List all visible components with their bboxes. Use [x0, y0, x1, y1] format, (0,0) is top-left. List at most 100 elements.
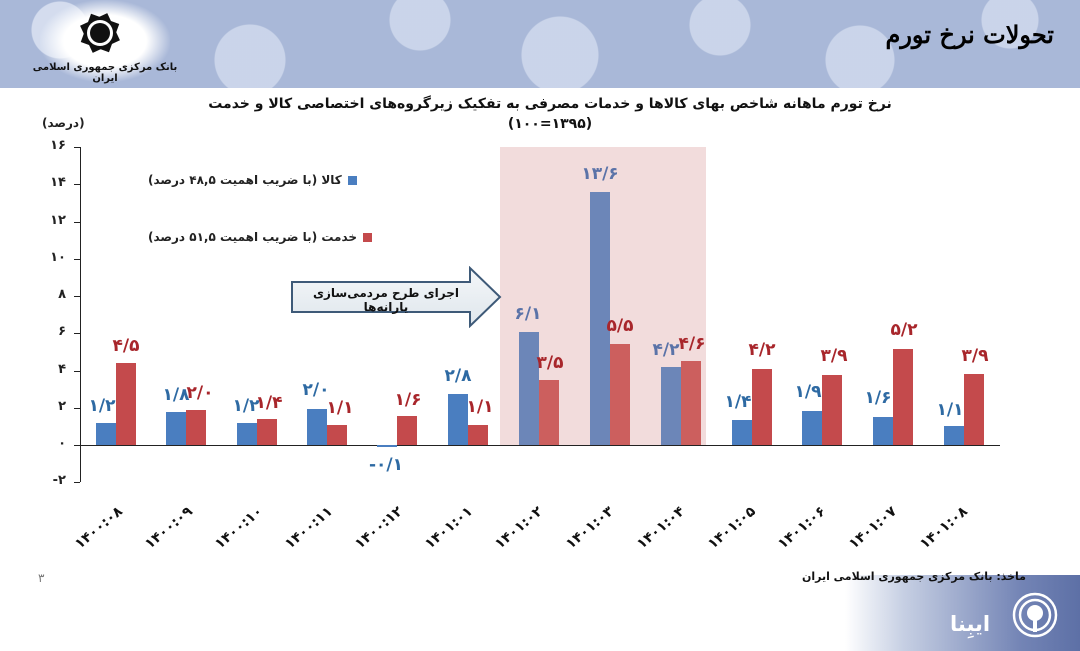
bar-khedmat — [257, 419, 277, 445]
chart-title: نرخ تورم ماهانه شاخص بهای کالاها و خدمات… — [150, 94, 950, 134]
y-tick — [74, 184, 80, 185]
bar-khedmat — [327, 425, 347, 445]
value-label-kala: ۱۳/۶ — [581, 164, 619, 184]
y-tick — [74, 482, 80, 483]
y-tick — [74, 408, 80, 409]
bar-kala — [944, 426, 964, 445]
bar-kala — [377, 445, 397, 447]
value-label-kala: ۱/۹ — [794, 382, 822, 402]
bar-khedmat — [752, 369, 772, 445]
value-label-kala: ۱/۲ — [88, 396, 116, 416]
bar-khedmat — [610, 344, 630, 445]
x-tick-label: ۱۴۰۱:۰۲ — [492, 503, 546, 553]
x-tick-label: ۱۴۰۰:۱۲ — [352, 503, 406, 553]
x-tick-label: ۱۴۰۰:۰۸ — [72, 503, 126, 553]
value-label-khedmat: ۴/۲ — [748, 340, 776, 360]
value-label-kala: ۲/۰ — [302, 380, 330, 400]
y-tick-label: -۲ — [52, 473, 66, 488]
value-label-khedmat: ۴/۶ — [678, 334, 706, 354]
y-tick-label: ۱۲ — [50, 213, 66, 228]
y-tick — [74, 333, 80, 334]
value-label-kala: ۱/۲ — [232, 396, 260, 416]
bar-kala — [96, 423, 116, 445]
value-label-kala: ۲/۸ — [444, 366, 472, 386]
y-tick-label: ۸ — [58, 287, 66, 302]
bar-kala — [448, 394, 468, 445]
legend-label-kala: کالا (با ضریب اهمیت ۴۸,۵ درصد) — [148, 173, 342, 187]
bar-khedmat — [893, 349, 913, 445]
x-axis — [80, 445, 1000, 446]
x-tick-label: ۱۴۰۱:۰۴ — [634, 503, 688, 553]
y-tick-label: ۱۶ — [50, 138, 66, 153]
x-tick-label: ۱۴۰۱:۰۵ — [705, 503, 759, 553]
value-label-khedmat: ۱/۱ — [466, 397, 494, 417]
x-tick-label: ۱۴۰۰:۱۱ — [282, 503, 336, 553]
bar-kala — [166, 412, 186, 445]
y-axis — [80, 147, 81, 482]
value-label-kala: ۱/۱ — [936, 400, 964, 420]
bank-name: بانک مرکزی جمهوری اسلامی ایران — [32, 62, 178, 84]
bar-kala — [237, 423, 257, 445]
y-tick — [74, 371, 80, 372]
bar-khedmat — [116, 363, 136, 445]
y-axis-unit: (درصد) — [42, 116, 85, 130]
right-arrow-icon — [291, 265, 502, 329]
bar-khedmat — [822, 375, 842, 445]
value-label-khedmat: ۳/۹ — [820, 346, 848, 366]
ibena-brand: ایبِنا — [950, 592, 1060, 642]
x-tick-label: ۱۴۰۱:۰۶ — [775, 503, 829, 553]
x-tick-label: ۱۴۰۰:۰۹ — [142, 503, 196, 553]
bar-kala — [873, 417, 893, 445]
legend-swatch-khedmat — [363, 232, 373, 242]
x-tick-label: ۱۴۰۱:۰۸ — [917, 503, 971, 553]
value-label-khedmat: ۱/۶ — [394, 390, 422, 410]
page-number: ۳ — [38, 571, 45, 585]
y-tick-label: ۶ — [58, 324, 66, 339]
value-label-kala: ۱/۴ — [724, 392, 752, 412]
brand-text: ایبِنا — [950, 612, 991, 636]
y-tick-label: ۱۰ — [50, 250, 66, 265]
value-label-khedmat: ۲/۰ — [186, 383, 214, 403]
x-tick-label: ۱۴۰۰:۱۰ — [212, 503, 266, 553]
bar-kala — [661, 367, 681, 445]
central-bank-logo-icon — [80, 13, 120, 53]
broadcast-icon — [1012, 592, 1058, 638]
page-title: تحولات نرخ تورم — [885, 20, 1054, 49]
bar-khedmat — [397, 416, 417, 445]
header-banner: بانک مرکزی جمهوری اسلامی ایران تحولات نر… — [0, 0, 1080, 88]
annotation-arrow: اجرای طرح مردمی‌سازی یارانه‌ها — [290, 265, 502, 329]
x-tick-label: ۱۴۰۱:۰۷ — [846, 503, 900, 553]
value-label-khedmat: ۴/۵ — [112, 336, 140, 356]
value-label-khedmat: ۱/۱ — [326, 398, 354, 418]
y-tick-label: ۱۴ — [50, 175, 66, 190]
y-tick — [74, 296, 80, 297]
y-tick-label: ۴ — [58, 362, 66, 377]
legend-item-kala: کالا (با ضریب اهمیت ۴۸,۵ درصد) — [148, 173, 357, 187]
annotation-text: اجرای طرح مردمی‌سازی یارانه‌ها — [313, 286, 459, 314]
y-tick — [74, 222, 80, 223]
legend-item-khedmat: خدمت (با ضریب اهمیت ۵۱,۵ درصد) — [148, 230, 373, 244]
bar-kala — [307, 409, 327, 445]
value-label-kala: ۱/۶ — [864, 388, 892, 408]
y-tick-label: ۰ — [58, 436, 66, 451]
y-tick-label: ۲ — [58, 399, 66, 414]
value-label-khedmat: ۳/۵ — [536, 353, 564, 373]
legend-label-khedmat: خدمت (با ضریب اهمیت ۵۱,۵ درصد) — [148, 230, 358, 244]
bar-khedmat — [681, 361, 701, 445]
bar-kala — [519, 332, 539, 445]
value-label-kala: ۱/۸ — [162, 385, 190, 405]
x-tick-label: ۱۴۰۱:۰۱ — [422, 503, 476, 553]
x-tick-label: ۱۴۰۱:۰۳ — [563, 503, 617, 553]
bar-khedmat — [468, 425, 488, 445]
bar-kala — [732, 420, 752, 445]
value-label-khedmat: ۳/۹ — [961, 346, 989, 366]
value-label-khedmat: ۵/۲ — [890, 320, 918, 340]
bar-khedmat — [186, 410, 206, 445]
value-label-khedmat: ۵/۵ — [606, 316, 634, 336]
bar-kala — [590, 192, 610, 445]
bar-khedmat — [964, 374, 984, 445]
value-label-kala: ۴/۲ — [652, 340, 680, 360]
bar-kala — [802, 411, 822, 445]
legend-swatch-kala — [347, 175, 357, 185]
bar-khedmat — [539, 380, 559, 445]
